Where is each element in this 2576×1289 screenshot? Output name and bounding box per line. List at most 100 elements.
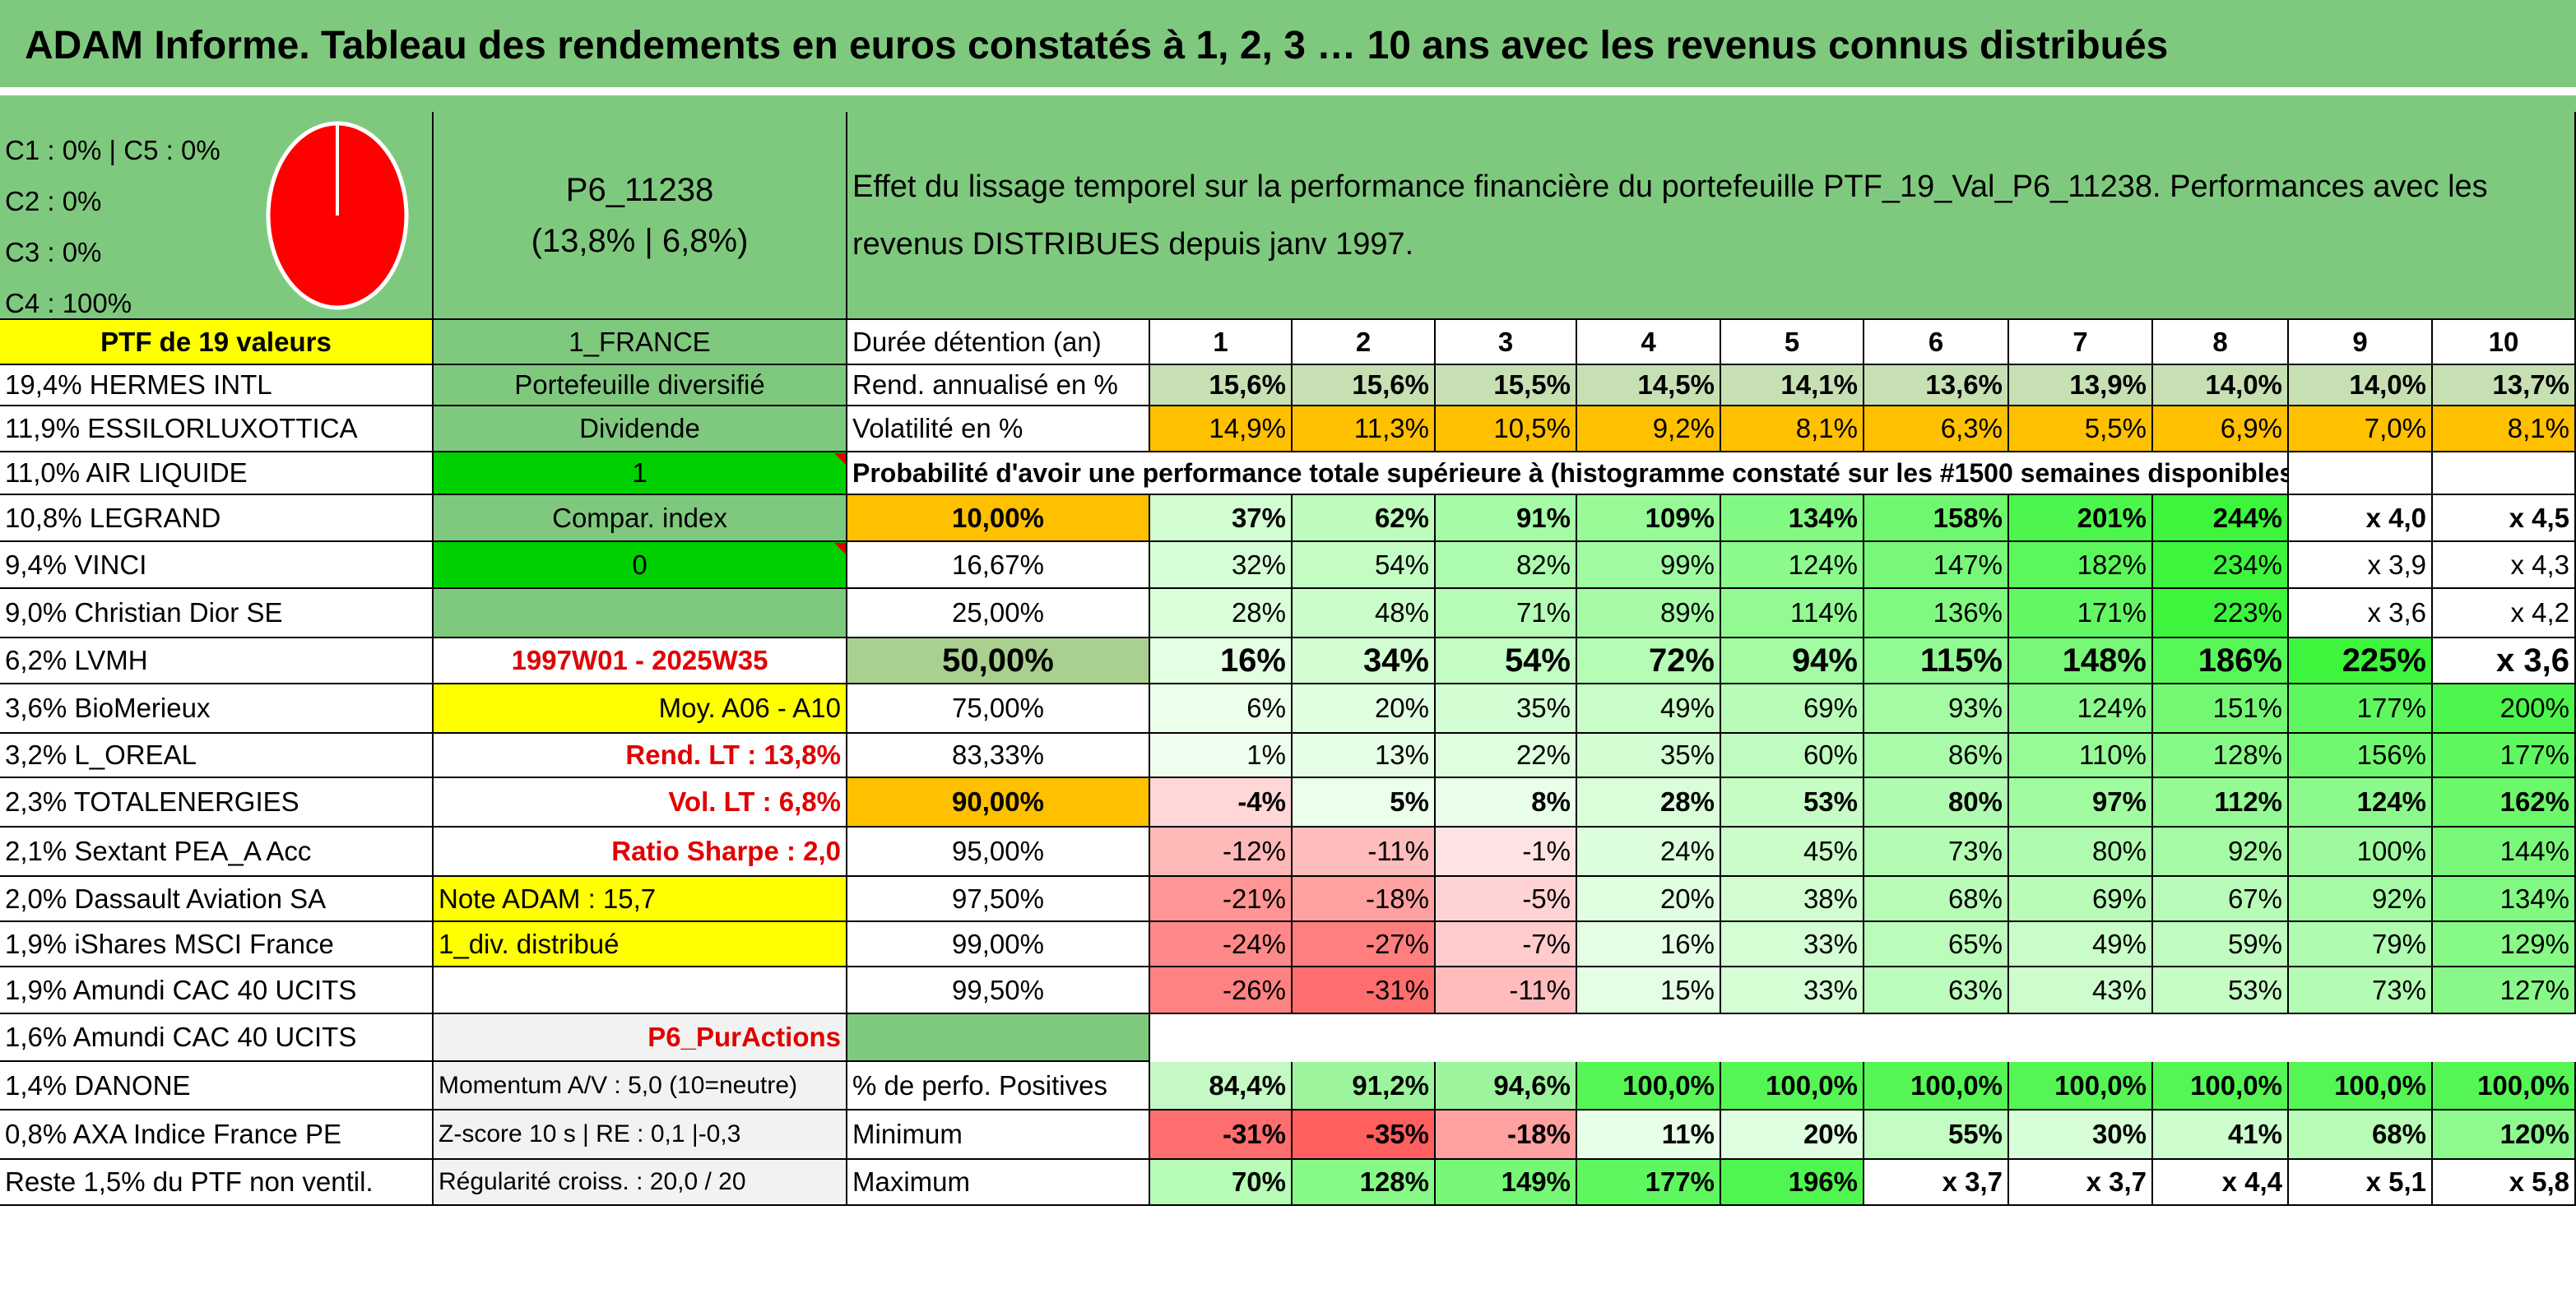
duration-label: Durée détention (an) (847, 320, 1150, 365)
probability-value: 100% (2289, 828, 2433, 877)
annual-return-value: 15,5% (1436, 365, 1577, 406)
diversified-label: Portefeuille diversifié (434, 365, 847, 406)
volatility-value: 6,9% (2153, 406, 2289, 452)
year-header: 3 (1436, 320, 1577, 365)
probability-value: 35% (1436, 684, 1577, 734)
annual-return-value: 15,6% (1293, 365, 1436, 406)
empty-cell (2289, 452, 2433, 495)
maximum-value: 196% (1721, 1160, 1864, 1206)
holding-row: 1,4% DANONE (0, 1062, 434, 1110)
probability-value: 128% (2153, 734, 2289, 778)
probability-value: x 4,2 (2433, 589, 2576, 638)
allocation-legend-item: C4 : 100% (5, 288, 132, 318)
minimum-value: 68% (2289, 1110, 2433, 1160)
probability-value: 28% (1577, 778, 1721, 828)
annual-return-value: 14,0% (2289, 365, 2433, 406)
probability-value: -31% (1293, 967, 1436, 1014)
positive-perf-label: % de perfo. Positives (847, 1062, 1150, 1110)
probability-value: 177% (2289, 684, 2433, 734)
probability-value: 115% (1864, 638, 2009, 684)
probability-value: 148% (2009, 638, 2153, 684)
probability-value: 80% (1864, 778, 2009, 828)
minimum-value: -18% (1436, 1110, 1577, 1160)
maximum-value: 149% (1436, 1160, 1577, 1206)
minimum-value: -31% (1150, 1110, 1293, 1160)
probability-value: 89% (1577, 589, 1721, 638)
portfolio-code-cell: P6_11238 (13,8% | 6,8%) (434, 112, 847, 320)
annual-return-value: 14,5% (1577, 365, 1721, 406)
probability-value: 92% (2289, 877, 2433, 922)
probability-value: 62% (1293, 495, 1436, 542)
probability-value: 156% (2289, 734, 2433, 778)
probability-value: 225% (2289, 638, 2433, 684)
positive-perf-value: 100,0% (2433, 1062, 2576, 1110)
volatility-value: 8,1% (2433, 406, 2576, 452)
description-line-1: Effet du lissage temporel sur la perform… (852, 169, 2488, 204)
probability-value: 109% (1577, 495, 1721, 542)
probability-label: Probabilité d'avoir une performance tota… (847, 452, 2289, 495)
probability-value: 33% (1721, 967, 1864, 1014)
maximum-value: x 5,1 (2289, 1160, 2433, 1206)
allocation-legend-item: C1 : 0% | C5 : 0% (5, 135, 220, 165)
probability-value: 186% (2153, 638, 2289, 684)
probability-value: 147% (1864, 542, 2009, 589)
minimum-value: 55% (1864, 1110, 2009, 1160)
probability-value: 97% (2009, 778, 2153, 828)
probability-value: 49% (1577, 684, 1721, 734)
probability-value: 34% (1293, 638, 1436, 684)
probability-value: 28% (1150, 589, 1293, 638)
positive-perf-value: 100,0% (2153, 1062, 2289, 1110)
holding-row: 11,0% AIR LIQUIDE (0, 452, 434, 495)
probability-value: 45% (1721, 828, 1864, 877)
minimum-value: 20% (1721, 1110, 1864, 1160)
probability-value: 38% (1721, 877, 1864, 922)
allocation-legend-item: C2 : 0% (5, 186, 102, 216)
maximum-value: x 3,7 (1864, 1160, 2009, 1206)
portfolio-description-cell: Effet du lissage temporel sur la perform… (847, 112, 2576, 320)
holding-row: 1,9% Amundi CAC 40 UCITS (0, 967, 434, 1014)
volatility-value: 7,0% (2289, 406, 2433, 452)
probability-value: 16% (1577, 922, 1721, 967)
compar-index-label: Compar. index (434, 495, 847, 542)
adam-score: Note ADAM : 15,7 (434, 877, 847, 922)
probability-value: -12% (1150, 828, 1293, 877)
probability-value: 134% (1721, 495, 1864, 542)
year-header: 2 (1293, 320, 1436, 365)
probability-value: 151% (2153, 684, 2289, 734)
probability-threshold: 99,50% (847, 967, 1150, 1014)
annual-return-value: 14,0% (2153, 365, 2289, 406)
probability-value: 144% (2433, 828, 2576, 877)
long-term-return: Rend. LT : 13,8% (434, 734, 847, 778)
volatility-value: 5,5% (2009, 406, 2153, 452)
probability-value: 67% (2153, 877, 2289, 922)
probability-value: 71% (1436, 589, 1577, 638)
probability-threshold: 10,00% (847, 495, 1150, 542)
holding-row: 3,2% L_OREAL (0, 734, 434, 778)
volatility-value: 6,3% (1864, 406, 2009, 452)
positive-perf-value: 94,6% (1436, 1062, 1577, 1110)
volatility-value: 14,9% (1150, 406, 1293, 452)
positive-perf-value: 84,4% (1150, 1062, 1293, 1110)
empty-cell (847, 1014, 1150, 1062)
empty-info-cell (434, 967, 847, 1014)
probability-threshold: 50,00% (847, 638, 1150, 684)
year-header: 7 (2009, 320, 2153, 365)
probability-value: x 3,6 (2433, 638, 2576, 684)
volatility-value: 11,3% (1293, 406, 1436, 452)
holding-row: 1,9% iShares MSCI France (0, 922, 434, 967)
dividend-label: Dividende (434, 406, 847, 452)
probability-threshold: 95,00% (847, 828, 1150, 877)
probability-value: 5% (1293, 778, 1436, 828)
probability-value: 124% (2009, 684, 2153, 734)
probability-value: 86% (1864, 734, 2009, 778)
probability-value: 112% (2153, 778, 2289, 828)
minimum-value: -35% (1293, 1110, 1436, 1160)
probability-threshold: 83,33% (847, 734, 1150, 778)
probability-value: 8% (1436, 778, 1577, 828)
probability-value: 15% (1577, 967, 1721, 1014)
annual-return-value: 13,9% (2009, 365, 2153, 406)
probability-value: 13% (1293, 734, 1436, 778)
probability-value: 65% (1864, 922, 2009, 967)
probability-threshold: 99,00% (847, 922, 1150, 967)
probability-value: x 3,6 (2289, 589, 2433, 638)
